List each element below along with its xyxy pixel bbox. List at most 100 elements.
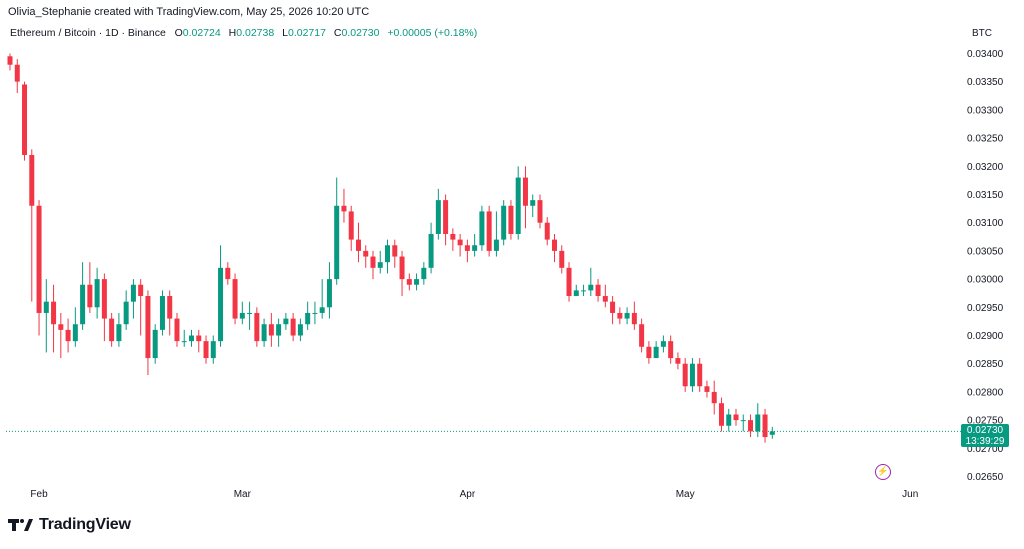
x-tick-label: May bbox=[676, 489, 695, 500]
y-tick-label: 0.03050 bbox=[967, 246, 1004, 257]
y-tick-label: 0.03100 bbox=[967, 218, 1004, 229]
candle-body bbox=[109, 318, 115, 342]
candle-body bbox=[748, 420, 754, 432]
open-value: 0.02724 bbox=[182, 27, 221, 39]
candle-body bbox=[341, 205, 347, 212]
candle-body bbox=[14, 64, 20, 82]
candle-body bbox=[181, 341, 187, 343]
candle-body bbox=[239, 312, 245, 319]
candle-body bbox=[167, 296, 173, 319]
candle-body bbox=[522, 177, 528, 206]
candle-body bbox=[733, 414, 739, 421]
candle-body bbox=[443, 200, 449, 234]
candle-body bbox=[72, 324, 78, 342]
candle-body bbox=[130, 284, 136, 302]
candle-body bbox=[65, 329, 71, 342]
candle-body bbox=[464, 245, 470, 251]
candle-body bbox=[22, 84, 28, 155]
candle-body bbox=[189, 335, 194, 342]
candle-body bbox=[174, 318, 180, 342]
last-price-value: 0.02730 bbox=[966, 425, 1004, 436]
candle-body bbox=[276, 324, 282, 336]
candle-body bbox=[94, 279, 100, 308]
candle-body bbox=[675, 358, 681, 364]
candle-countdown: 13:39:29 bbox=[965, 436, 1005, 447]
candle-body bbox=[435, 200, 441, 234]
candle-body bbox=[385, 245, 391, 263]
candle-body bbox=[87, 284, 93, 308]
close-value: 0.02730 bbox=[341, 27, 380, 39]
candle-body bbox=[660, 341, 666, 347]
y-tick-label: 0.03300 bbox=[967, 105, 1004, 116]
candle-body bbox=[348, 211, 354, 240]
candle-body bbox=[472, 245, 478, 251]
candle-body bbox=[218, 267, 224, 342]
candle-body bbox=[682, 363, 688, 387]
candle-body bbox=[58, 324, 64, 330]
candle-body bbox=[501, 205, 507, 240]
last-price-tag: 0.02730 13:39:29 bbox=[961, 424, 1009, 447]
low-label: L bbox=[282, 27, 288, 39]
y-tick-label: 0.03350 bbox=[967, 77, 1004, 88]
y-tick-label: 0.03200 bbox=[967, 162, 1004, 173]
y-tick-label: 0.02700 bbox=[967, 444, 1004, 455]
candle-body bbox=[559, 250, 565, 268]
y-tick-label: 0.02650 bbox=[967, 472, 1004, 483]
y-tick-label: 0.03000 bbox=[967, 275, 1004, 286]
x-tick-label: Jun bbox=[902, 489, 918, 500]
candle-body bbox=[646, 346, 652, 359]
candle-body bbox=[610, 301, 616, 313]
candle-body bbox=[718, 403, 724, 426]
symbol-name[interactable]: Ethereum / Bitcoin · 1D · Binance bbox=[10, 27, 166, 39]
candle-body bbox=[689, 363, 695, 387]
candle-body bbox=[210, 341, 216, 359]
candle-body bbox=[631, 312, 637, 325]
y-tick-label: 0.02950 bbox=[967, 303, 1004, 314]
close-label: C bbox=[333, 27, 342, 39]
candle-body bbox=[319, 307, 325, 313]
candle-body bbox=[51, 301, 57, 325]
candle-body bbox=[653, 346, 659, 359]
candle-body bbox=[755, 414, 761, 432]
chart-header: Olivia_Stephanie created with TradingVie… bbox=[8, 6, 370, 18]
candle-body bbox=[530, 200, 536, 206]
x-tick-label: Apr bbox=[460, 489, 476, 500]
candle-body bbox=[247, 312, 253, 314]
candle-body bbox=[232, 279, 238, 319]
candle-body bbox=[421, 267, 427, 280]
candle-body bbox=[7, 56, 13, 65]
candle-body bbox=[479, 211, 485, 246]
candle-body bbox=[297, 324, 303, 336]
candle-body bbox=[704, 386, 710, 392]
candle-body bbox=[377, 262, 383, 268]
low-value: 0.02717 bbox=[287, 27, 326, 39]
candle-body bbox=[552, 239, 557, 251]
candle-body bbox=[80, 284, 86, 325]
candle-body bbox=[203, 341, 209, 359]
candle-body bbox=[544, 222, 550, 240]
candle-body bbox=[123, 301, 129, 325]
flash-icon[interactable]: ⚡ bbox=[875, 464, 891, 480]
candle-body bbox=[588, 284, 594, 291]
y-tick-label: 0.03400 bbox=[967, 49, 1004, 60]
candle-body bbox=[392, 245, 398, 257]
y-tick-label: 0.02750 bbox=[967, 416, 1004, 427]
candle-body bbox=[624, 312, 630, 319]
candle-body bbox=[457, 239, 463, 246]
candle-body bbox=[711, 391, 717, 404]
symbol-legend: Ethereum / Bitcoin · 1D · Binance O0.027… bbox=[10, 27, 482, 39]
candle-body bbox=[36, 205, 42, 313]
candle-body bbox=[370, 256, 376, 268]
high-label: H bbox=[228, 27, 237, 39]
tradingview-logo[interactable]: TradingView bbox=[8, 516, 131, 534]
candle-body bbox=[769, 431, 775, 435]
candle-body bbox=[29, 155, 35, 206]
candle-body bbox=[399, 256, 405, 280]
candle-body bbox=[145, 296, 151, 359]
candle-body bbox=[159, 296, 165, 330]
candle-body bbox=[493, 239, 499, 251]
candle-body bbox=[581, 290, 587, 292]
candle-body bbox=[726, 414, 732, 426]
candle-body bbox=[414, 279, 420, 285]
